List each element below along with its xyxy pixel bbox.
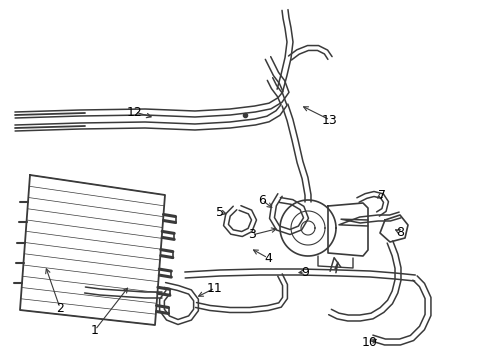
Text: 8: 8 [395,225,403,239]
Text: 2: 2 [56,302,64,315]
Text: 1: 1 [91,324,99,337]
Text: 4: 4 [264,252,271,265]
Text: 13: 13 [322,113,337,126]
Text: 6: 6 [258,194,265,207]
Text: 10: 10 [361,336,377,348]
Text: 5: 5 [216,206,224,219]
Text: 9: 9 [301,266,308,279]
Text: 7: 7 [377,189,385,202]
Text: 3: 3 [247,229,255,242]
Text: 12: 12 [127,105,142,118]
Text: 11: 11 [207,282,223,294]
